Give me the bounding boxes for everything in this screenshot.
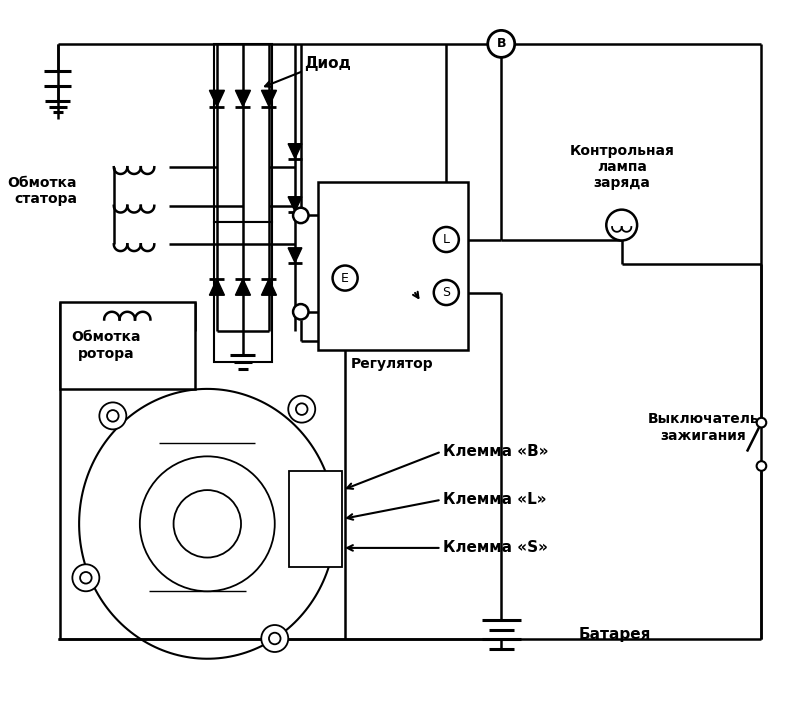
- Circle shape: [333, 265, 358, 290]
- Polygon shape: [288, 144, 302, 159]
- Bar: [214, 44, 272, 222]
- Circle shape: [269, 633, 281, 644]
- Bar: [318, 182, 467, 350]
- Polygon shape: [235, 91, 250, 106]
- Polygon shape: [210, 279, 225, 296]
- Text: B: B: [497, 37, 506, 50]
- Circle shape: [80, 572, 92, 584]
- Text: Клемма «B»: Клемма «B»: [443, 444, 549, 459]
- Bar: [60, 302, 194, 389]
- Circle shape: [757, 461, 766, 471]
- Circle shape: [140, 457, 274, 591]
- Text: Выключатель
зажигания: Выключатель зажигания: [648, 412, 759, 442]
- Text: Клемма «S»: Клемма «S»: [443, 541, 548, 555]
- Text: L: L: [443, 233, 450, 246]
- Text: Контрольная
лампа
заряда: Контрольная лампа заряда: [570, 144, 674, 191]
- Text: Диод: Диод: [304, 55, 350, 70]
- Circle shape: [174, 490, 241, 557]
- Circle shape: [288, 395, 315, 423]
- Polygon shape: [235, 279, 250, 296]
- Circle shape: [757, 418, 766, 427]
- Text: E: E: [341, 272, 349, 285]
- Text: Регулятор: Регулятор: [351, 357, 434, 371]
- Text: S: S: [442, 286, 450, 299]
- Circle shape: [262, 625, 288, 652]
- Circle shape: [434, 280, 459, 305]
- Circle shape: [293, 304, 309, 319]
- Bar: [214, 222, 272, 362]
- Circle shape: [293, 208, 309, 223]
- Text: Обмотка
ротора: Обмотка ротора: [71, 331, 141, 361]
- Circle shape: [107, 410, 118, 421]
- Circle shape: [99, 403, 126, 429]
- Circle shape: [72, 564, 99, 591]
- Text: Батарея: Батарея: [578, 627, 650, 642]
- Text: Клемма «L»: Клемма «L»: [443, 493, 547, 507]
- Polygon shape: [262, 279, 277, 296]
- Circle shape: [296, 403, 307, 415]
- Bar: [290, 471, 342, 567]
- Text: Обмотка
статора: Обмотка статора: [8, 176, 77, 206]
- Circle shape: [606, 210, 637, 240]
- Circle shape: [434, 227, 459, 252]
- Polygon shape: [288, 197, 302, 211]
- Circle shape: [488, 30, 514, 58]
- Polygon shape: [262, 91, 277, 106]
- Polygon shape: [288, 248, 302, 262]
- Polygon shape: [210, 91, 225, 106]
